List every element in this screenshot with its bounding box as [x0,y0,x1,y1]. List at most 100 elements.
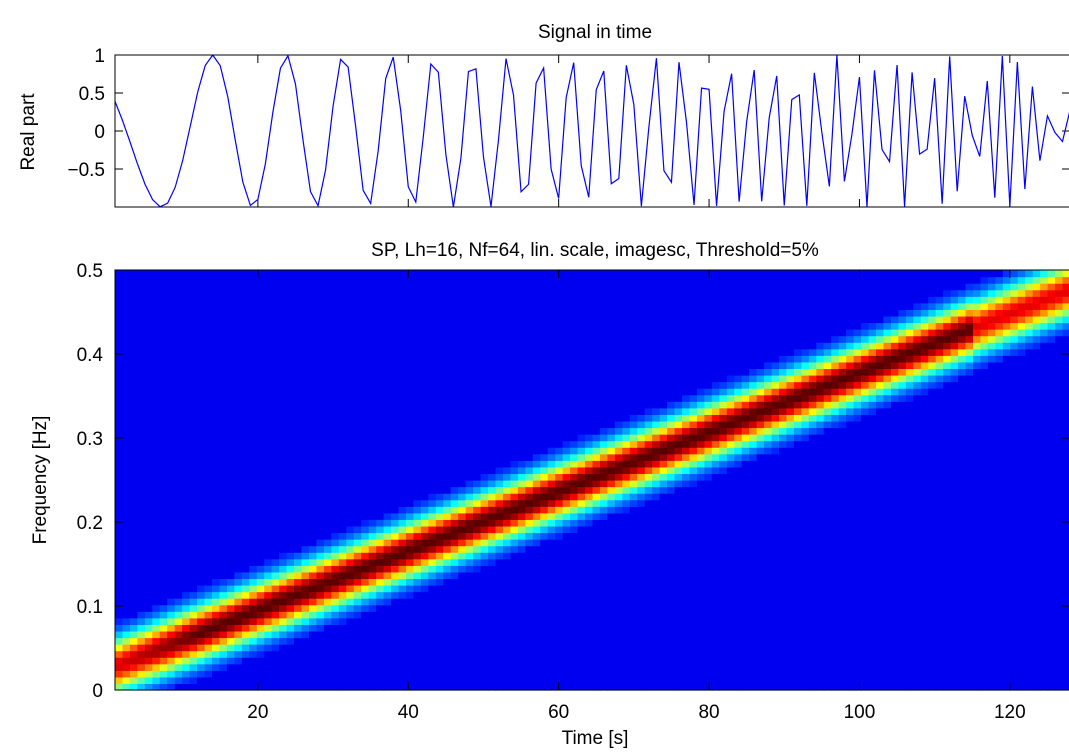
heatmap-cell [353,532,362,540]
heatmap-cell [361,591,370,599]
heatmap-cell [271,283,280,291]
heatmap-cell [652,571,661,580]
heatmap-cell [279,578,288,586]
heatmap-cell [391,630,400,639]
heatmap-cell [629,532,638,540]
heatmap-cell [525,309,534,317]
heatmap-cell [294,434,303,442]
heatmap-cell [361,348,370,356]
heatmap-cell [226,552,235,560]
heatmap-cell [607,434,616,442]
heatmap-cell [443,604,452,612]
heatmap-cell [323,401,332,409]
heatmap-cell [443,302,452,310]
heatmap-cell [182,388,191,396]
heatmap-cell [264,611,273,619]
heatmap-cell [547,617,556,625]
heatmap-cell [152,453,161,461]
heatmap-cell [331,617,340,625]
heatmap-cell [525,611,534,619]
heatmap-cell [211,381,221,389]
heatmap-cell [622,414,631,422]
heatmap-cell [495,342,504,350]
heatmap-cell [383,388,392,396]
heatmap-cell [510,525,519,534]
heatmap-cell [338,611,347,619]
heatmap-cell [532,650,541,658]
heatmap-cell [264,342,273,350]
heatmap-cell [159,663,168,671]
heatmap-cell [674,473,683,481]
heatmap-cell [182,670,191,678]
heatmap-cell [450,420,459,429]
heatmap-cell [189,375,198,383]
heatmap-cell [249,499,258,507]
heatmap-cell [547,414,556,422]
heatmap-cell [502,302,512,310]
heatmap-cell [607,486,616,494]
heatmap-cell [323,519,332,527]
heatmap-cell [428,434,437,442]
heatmap-cell [570,683,579,691]
heatmap-cell [115,460,124,468]
heatmap-cell [376,394,385,402]
heatmap-cell [301,368,310,376]
heatmap-cell [629,329,638,337]
heatmap-cell [674,420,683,429]
heatmap-cell [159,270,168,278]
heatmap-cell [525,296,534,304]
heatmap-cell [323,670,332,678]
heatmap-cell [286,453,295,461]
heatmap-cell [495,552,504,560]
heatmap-cell [115,552,124,560]
heatmap-cell [547,407,556,415]
heatmap-cell [331,315,340,324]
heatmap-cell [271,657,280,665]
heatmap-cell [517,604,526,612]
heatmap-cell [614,545,623,553]
heatmap-cell [122,342,131,350]
heatmap-cell [435,388,444,396]
heatmap-cell [405,289,415,297]
heatmap-cell [391,585,400,593]
heatmap-cell [667,315,676,324]
heatmap-cell [383,565,392,573]
heatmap-cell [226,512,235,520]
heatmap-cell [465,355,474,363]
heatmap-cell [480,683,489,691]
heatmap-cell [652,545,661,553]
heatmap-cell [682,657,691,665]
heatmap-cell [346,578,355,586]
heatmap-cell [562,644,571,652]
heatmap-cell [122,565,131,573]
heatmap-cell [211,342,221,350]
heatmap-cell [652,270,661,278]
heatmap-cell [115,289,124,297]
heatmap-cell [674,545,683,553]
heatmap-cell [308,473,318,481]
heatmap-cell [465,493,474,501]
heatmap-cell [614,276,623,284]
heatmap-cell [249,355,258,363]
heatmap-cell [652,348,661,356]
heatmap-cell [294,381,303,389]
heatmap-cell [480,414,489,422]
heatmap-cell [465,283,474,291]
heatmap-cell [137,552,146,560]
heatmap-cell [137,637,146,645]
heatmap-cell [495,388,504,396]
heatmap-cell [607,440,616,448]
heatmap-cell [129,506,138,514]
heatmap-cell [570,670,579,678]
heatmap-cell [555,283,564,291]
signal-ytick-label: 1 [94,46,105,67]
heatmap-cell [271,499,280,507]
heatmap-cell [219,591,228,599]
heatmap-cell [622,539,631,547]
heatmap-cell [197,302,206,310]
heatmap-cell [353,401,362,409]
heatmap-cell [115,401,124,409]
heatmap-cell [391,368,400,376]
heatmap-cell [562,453,571,461]
heatmap-cell [323,420,332,429]
